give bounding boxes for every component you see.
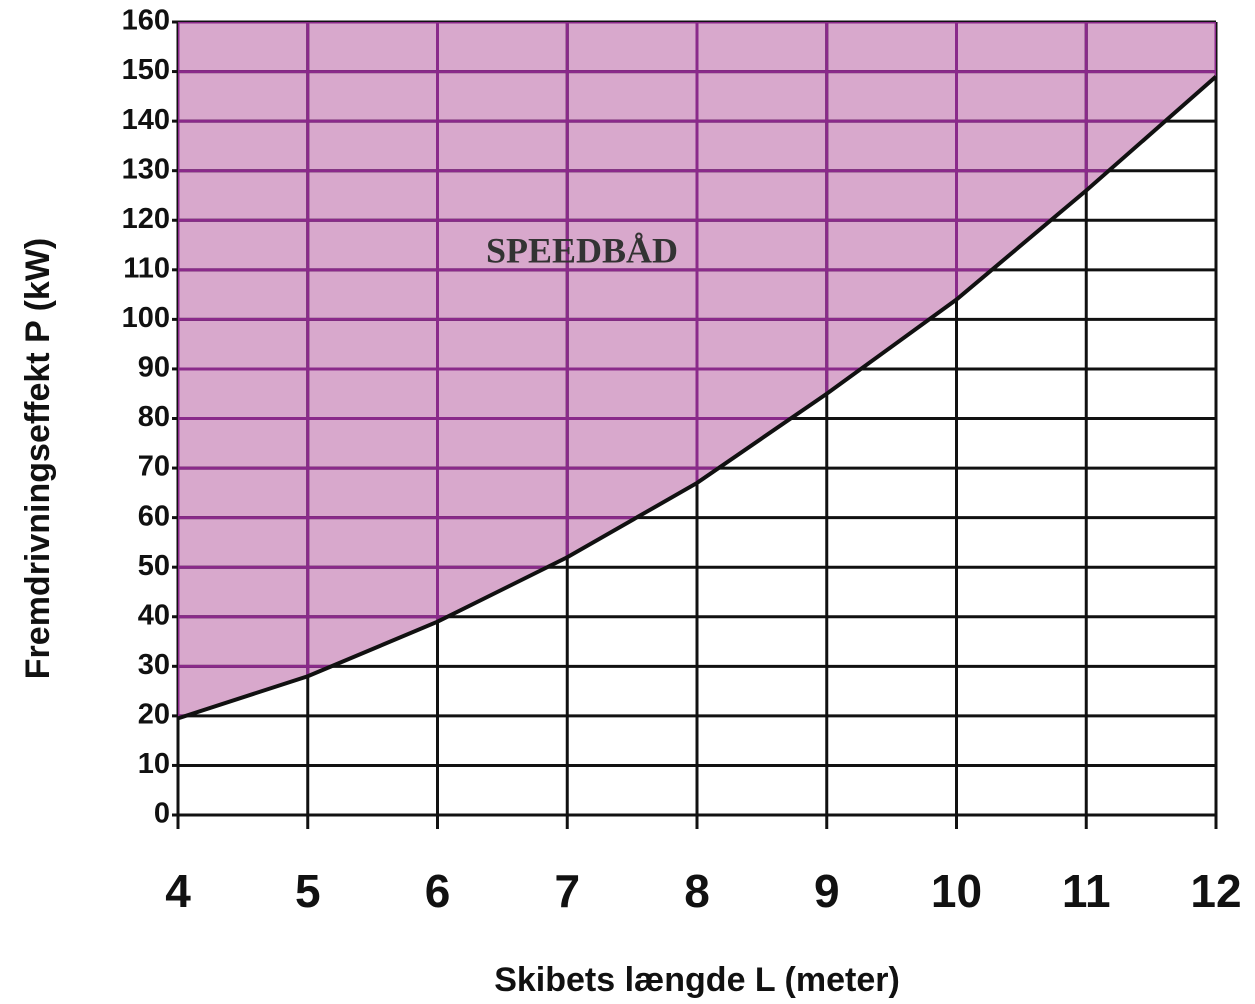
y-tick-label: 30: [138, 649, 170, 681]
x-tick-label: 7: [554, 865, 580, 917]
y-tick-label: 100: [122, 302, 170, 334]
x-tick-label: 9: [814, 865, 840, 917]
data-line: [177, 75, 1218, 721]
x-tick-label: 10: [931, 865, 982, 917]
x-tick-label: 8: [684, 865, 710, 917]
y-tick-label: 50: [138, 550, 170, 582]
y-tick-label: 120: [122, 203, 170, 235]
y-tick-label: 150: [122, 54, 170, 86]
x-tick-label: 12: [1190, 865, 1241, 917]
y-tick-label: 0: [154, 798, 170, 830]
y-tick-label: 130: [122, 153, 170, 185]
y-tick-label: 110: [123, 252, 170, 284]
y-tick-label: 10: [138, 748, 170, 780]
x-tick-label: 6: [425, 865, 451, 917]
y-tick-label: 80: [138, 401, 170, 433]
y-axis-label: Fremdrivningseffekt P (kW): [19, 238, 57, 679]
x-tick-label: 4: [165, 865, 191, 917]
x-axis-label: Skibets længde L (meter): [494, 961, 900, 999]
y-tick-label: 70: [138, 451, 170, 483]
y-tick-label: 90: [138, 352, 170, 384]
y-tick-label: 40: [138, 599, 170, 631]
annotation: SPEEDBÅD: [486, 230, 678, 270]
y-tick-label: 60: [138, 500, 170, 532]
y-tick-label: 140: [122, 104, 170, 136]
x-tick-label: 5: [295, 865, 321, 917]
y-tick-label: 160: [122, 5, 170, 37]
y-tick-label: 20: [138, 699, 170, 731]
x-tick-label: 11: [1062, 865, 1111, 917]
